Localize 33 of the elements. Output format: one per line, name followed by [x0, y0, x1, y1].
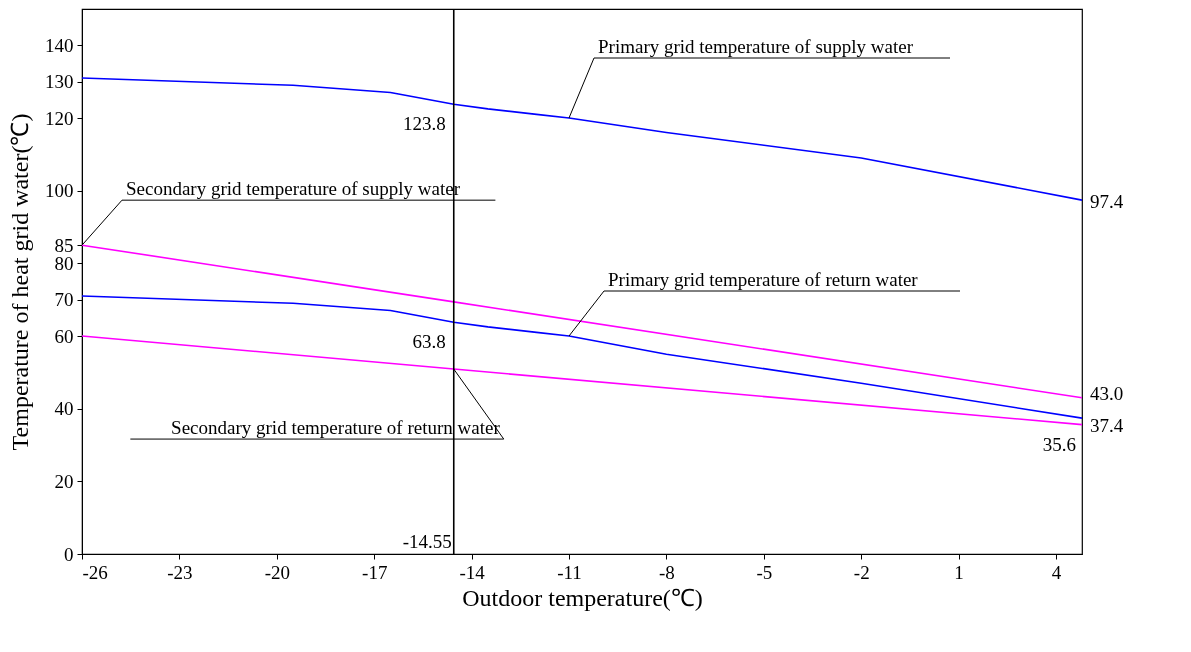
text: Primary grid temperature of supply water: [598, 36, 914, 57]
text: Primary grid temperature of return water: [608, 269, 919, 290]
data-label: 37.4: [1090, 415, 1124, 437]
data-label: 43.0: [1090, 382, 1124, 404]
x-tick-label: -5: [756, 561, 773, 583]
y-tick-label: 60: [54, 325, 74, 347]
y-tick-label: 130: [45, 71, 74, 93]
data-label: 63.8: [412, 331, 446, 353]
x-tick-label: -17: [362, 561, 388, 583]
line-series: [81, 77, 1083, 201]
y-tick-label: 120: [45, 107, 74, 129]
y-tick-label: 20: [54, 470, 74, 492]
x-tick-label: -23: [167, 561, 193, 583]
data-label: 123.8: [403, 113, 446, 135]
x-tick-label: -2: [853, 561, 870, 583]
x-tick-label: -20: [264, 561, 290, 583]
x-axis-title: Outdoor temperature(℃): [462, 584, 703, 611]
x-tick-label: -11: [557, 561, 582, 583]
data-label: 97.4: [1090, 191, 1124, 213]
y-tick-label: 140: [45, 34, 74, 56]
data-label: 35.6: [1042, 433, 1076, 455]
y-tick-label: 40: [54, 398, 74, 420]
y-tick-label: 0: [64, 543, 74, 565]
x-tick-label: -26: [82, 561, 108, 583]
x-tick-label: 1: [954, 561, 964, 583]
x-tick-label: -14: [459, 561, 486, 583]
line-series: [81, 295, 1083, 419]
ref-line-label: -14.55: [402, 531, 452, 552]
x-tick-label: -8: [659, 561, 675, 583]
y-axis-title: Temperature of heat grid water(℃): [7, 113, 33, 451]
y-tick-label: 70: [54, 289, 74, 311]
y-tick-label: 100: [45, 180, 74, 202]
x-tick-label: 4: [1051, 561, 1062, 583]
